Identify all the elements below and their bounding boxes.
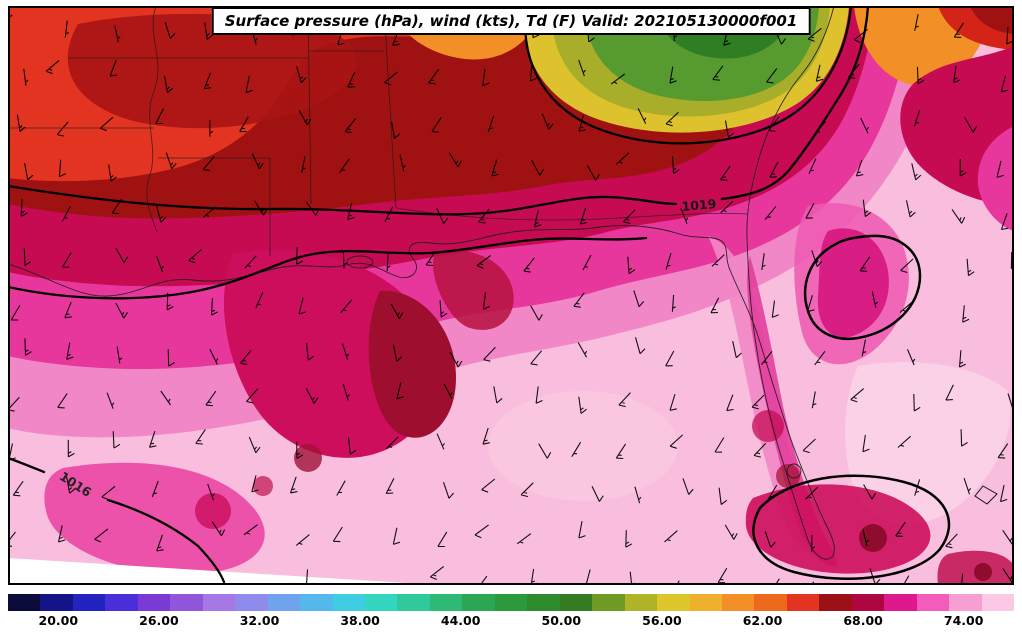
colorbar-swatch: [624, 594, 658, 611]
map-title: Surface pressure (hPa), wind (kts), Td (…: [211, 7, 811, 35]
colorbar-swatch: [981, 594, 1015, 611]
colorbar-swatch: [689, 594, 722, 611]
colorbar-tick-label: 50.00: [541, 613, 582, 628]
colorbar-swatch: [819, 594, 852, 611]
colorbar-swatch: [786, 594, 820, 611]
colorbar-swatch: [657, 594, 690, 611]
contour-green-pocket: [524, 6, 853, 145]
colorbar-tick-label: 62.00: [742, 613, 783, 628]
colorbar-tick-label: 32.00: [239, 613, 280, 628]
colorbar-swatch: [527, 594, 560, 611]
contour-1019-west: [8, 184, 678, 216]
contour-1016-a: [8, 456, 46, 474]
contour-1019-east: [720, 6, 870, 201]
colorbar-tick-label: 68.00: [843, 613, 883, 628]
coastline: [8, 6, 835, 560]
colorbar-swatch: [202, 594, 236, 611]
colorbar-swatch: [851, 594, 885, 611]
dewpoint-fill-field: [8, 6, 1014, 585]
colorbar-tick-label: 26.00: [139, 613, 179, 628]
contour-label-1019: 1019: [681, 196, 717, 214]
colorbar-swatch: [235, 594, 268, 611]
colorbar-swatch: [916, 594, 950, 611]
colorbar-tick-labels: 20.00 26.00 32.00 38.00 44.00 50.00 56.00 62.00…: [8, 613, 1014, 631]
small-island: [974, 485, 998, 505]
colorbar-swatch: [40, 594, 73, 611]
colorbar-swatch: [462, 594, 495, 611]
contour-closed-south-florida: [752, 474, 951, 580]
wind-barbs: [8, 13, 1014, 585]
mississippi-river: [146, 6, 159, 233]
contour-1016-b: [106, 498, 226, 584]
colorbar-swatch: [592, 594, 625, 611]
colorbar-swatch: [300, 594, 333, 611]
colorbar-swatch: [754, 594, 787, 611]
colorbar-swatch: [267, 594, 301, 611]
colorbar-swatch: [559, 594, 593, 611]
contour-closed-atlantic: [803, 234, 922, 341]
colorbar: [8, 594, 1015, 611]
colorbar-tick-label: 74.00: [943, 613, 984, 628]
colorbar-swatch: [137, 594, 171, 611]
lake-okeechobee: [786, 463, 802, 479]
weather-map: 1019 1016: [8, 6, 1014, 585]
pressure-contours: [8, 6, 951, 584]
no-data-wedge: [8, 558, 438, 585]
colorbar-swatch: [8, 594, 41, 611]
colorbar-swatch: [884, 594, 917, 611]
colorbar-tick-label: 56.00: [642, 613, 682, 628]
colorbar-swatch: [494, 594, 528, 611]
colorbar-swatch: [429, 594, 463, 611]
contour-coastal-branch: [8, 236, 648, 300]
colorbar-tick-label: 38.00: [340, 613, 380, 628]
colorbar-swatch: [364, 594, 398, 611]
colorbar-swatch: [332, 594, 365, 611]
colorbar-swatch: [105, 594, 138, 611]
colorbar-swatch: [949, 594, 982, 611]
colorbar-swatch: [721, 594, 755, 611]
lake-pontchartrain: [346, 255, 374, 269]
colorbar-swatch: [397, 594, 430, 611]
colorbar-tick-label: 20.00: [38, 613, 79, 628]
colorbar-swatch: [170, 594, 203, 611]
colorbar-tick-label: 44.00: [440, 613, 481, 628]
colorbar-swatch: [72, 594, 106, 611]
